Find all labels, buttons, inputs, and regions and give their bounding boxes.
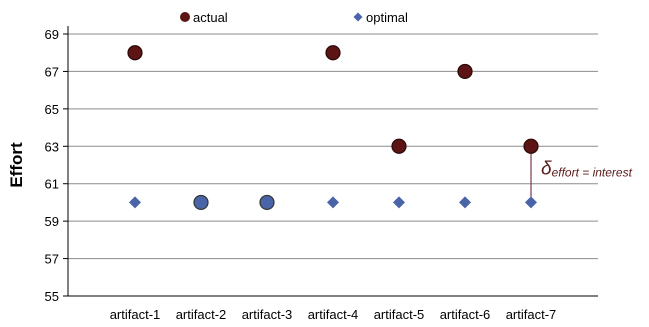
x-label-artifact-3: artifact-3 [242, 307, 293, 322]
actual-point-artifact-5 [391, 138, 407, 154]
y-tick-label-63: 63 [45, 139, 59, 154]
legend-optimal-label: optimal [366, 10, 408, 25]
y-tick-label-61: 61 [45, 177, 59, 192]
optimal-point-artifact-6 [459, 196, 471, 209]
delta-symbol: δ [541, 158, 552, 179]
legend-optimal-marker [353, 12, 363, 22]
x-label-artifact-1: artifact-1 [110, 307, 161, 322]
optimal-point-artifact-1 [129, 196, 141, 209]
y-tick-label-57: 57 [45, 252, 59, 267]
actual-point-artifact-1 [127, 45, 143, 61]
x-category-labels: artifact-1 artifact-2 artifact-3 artifact-4… [110, 307, 557, 322]
x-label-artifact-6: artifact-6 [440, 307, 491, 322]
actual-point-artifact-2 [193, 194, 209, 211]
delta-label: δeffort = interest [541, 158, 633, 179]
actual-point-artifact-7 [523, 138, 539, 154]
legend-actual-label: actual [193, 10, 228, 25]
x-label-artifact-7: artifact-7 [506, 307, 557, 322]
y-tick-label-55: 55 [45, 289, 59, 304]
delta-subscript: effort = interest [552, 165, 633, 179]
actual-point-artifact-6 [457, 63, 473, 80]
delta-annotation: δeffort = interest [530, 146, 633, 203]
y-tick-label-67: 67 [45, 64, 59, 79]
x-label-artifact-5: artifact-5 [374, 307, 425, 322]
data-points [127, 45, 539, 211]
actual-point-artifact-4 [325, 45, 341, 61]
gridlines [68, 33, 598, 260]
optimal-point-artifact-5 [393, 196, 405, 209]
legend: actual optimal [180, 10, 408, 25]
axes [63, 26, 598, 297]
legend-actual-marker [180, 12, 190, 22]
x-label-artifact-4: artifact-4 [308, 307, 359, 322]
optimal-point-artifact-7 [525, 196, 537, 209]
optimal-point-artifact-4 [327, 196, 339, 209]
y-tick-labels: 55 57 59 61 63 65 67 69 [45, 27, 59, 304]
actual-point-artifact-3 [259, 194, 275, 211]
x-label-artifact-2: artifact-2 [176, 307, 227, 322]
y-tick-label-65: 65 [45, 102, 59, 117]
y-axis-label: Effort [7, 142, 26, 188]
y-tick-label-59: 59 [45, 214, 59, 229]
y-tick-label-69: 69 [45, 27, 59, 42]
